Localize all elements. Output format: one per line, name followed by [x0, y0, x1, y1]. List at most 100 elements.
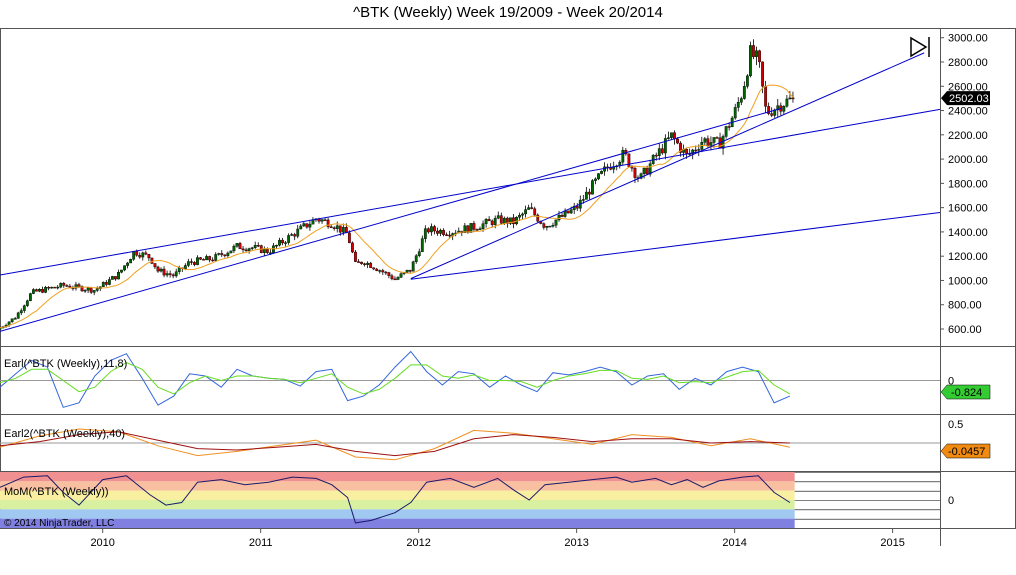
x-tick-label: 2012 — [406, 537, 430, 549]
candle-body — [484, 219, 488, 224]
candle-body — [597, 173, 600, 180]
candle-body — [226, 252, 230, 256]
candle-body — [639, 173, 643, 179]
candle-body — [433, 226, 436, 232]
candle-body — [186, 261, 190, 266]
candle-body — [177, 267, 181, 272]
earl2-value-badge — [940, 443, 991, 459]
earl2-value-label: -0.0457 — [948, 446, 985, 458]
candle-body — [430, 226, 433, 233]
mom-series-line — [0, 475, 791, 524]
candle-body — [13, 318, 17, 320]
candle-body — [126, 262, 130, 266]
candle-body — [74, 284, 78, 289]
candle-body — [369, 262, 373, 268]
sma-line — [0, 84, 794, 329]
candle-body — [545, 226, 549, 228]
candle-body — [791, 97, 795, 100]
y-tick-label: 1800.00 — [948, 178, 988, 190]
candle-body — [89, 287, 93, 293]
candle-body — [469, 223, 473, 233]
candle-body — [144, 252, 148, 255]
x-tick-label: 2014 — [722, 537, 746, 549]
candle-body — [697, 149, 701, 151]
x-tick-label: 2015 — [880, 537, 904, 549]
candle-body — [153, 263, 157, 268]
candle-body — [366, 262, 370, 265]
candle-body — [685, 149, 689, 154]
candle-body — [220, 253, 224, 256]
candle-body — [302, 223, 306, 227]
candle-body — [387, 272, 391, 276]
y-tick-label: 2800.00 — [948, 57, 988, 69]
candle-body — [241, 248, 245, 251]
mom-y-tick-label: 0 — [948, 495, 954, 507]
candle-body — [727, 126, 731, 128]
candle-body — [709, 142, 713, 146]
earl-value-label: -0.824 — [951, 387, 982, 399]
candle-body — [360, 261, 363, 264]
candle-body — [399, 273, 403, 278]
candle-body — [335, 225, 339, 229]
y-tick-label: 2200.00 — [948, 130, 988, 142]
candle-body — [305, 223, 309, 228]
candle-body — [278, 239, 281, 246]
candle-body — [439, 229, 442, 234]
candle-body — [28, 293, 32, 301]
candle-body — [262, 248, 266, 253]
candle-body — [120, 269, 123, 273]
candle-body — [183, 265, 187, 270]
candle-body — [41, 289, 44, 293]
candle-body — [445, 234, 449, 236]
candle-body — [25, 300, 29, 306]
candle-body — [657, 148, 661, 156]
candle-body — [19, 310, 23, 314]
candle-body — [679, 142, 682, 153]
y-tick-label: 800.00 — [948, 300, 982, 312]
candle-body — [232, 245, 236, 252]
candle-body — [341, 226, 345, 233]
candle-body — [560, 215, 564, 217]
mom-pane-title: MoM(^BTK (Weekly)) — [4, 486, 109, 498]
candle-body — [648, 163, 652, 175]
y-tick-label: 2400.00 — [948, 106, 988, 118]
candle-body — [275, 245, 278, 247]
candle-body — [375, 268, 379, 272]
candle-body — [141, 252, 145, 258]
candle-body — [594, 178, 597, 181]
candle-body — [423, 228, 427, 239]
candle-body — [436, 230, 439, 234]
candle-body — [35, 289, 38, 292]
trendline — [0, 108, 940, 276]
candle-body — [393, 278, 397, 281]
y-tick-label: 1200.00 — [948, 251, 988, 263]
copyright-label: © 2014 NinjaTrader, LLC — [4, 518, 114, 529]
candle-body — [56, 286, 60, 289]
candle-body — [123, 265, 126, 271]
mom-band — [0, 472, 795, 482]
last-price-label: 2502.03 — [949, 93, 989, 105]
candle-body — [691, 149, 695, 155]
candle-body — [104, 281, 108, 285]
candle-body — [174, 271, 178, 277]
candle-body — [396, 277, 400, 280]
candle-body — [199, 257, 202, 260]
candle-body — [496, 215, 500, 219]
candle-body — [299, 225, 303, 230]
x-tick-label: 2010 — [90, 537, 114, 549]
candle-body — [390, 275, 394, 280]
candle-body — [332, 227, 336, 229]
candle-body — [554, 219, 558, 226]
candle-body — [745, 75, 749, 87]
candle-body — [463, 225, 467, 233]
candle-body — [694, 149, 698, 152]
candle-body — [524, 209, 527, 215]
candle-body — [268, 252, 272, 254]
candle-body — [129, 259, 133, 264]
candle-body — [627, 153, 631, 167]
candle-body — [782, 106, 786, 112]
earl-pane-title: Earl(^BTK (Weekly),11,8) — [4, 358, 127, 370]
candle-body — [493, 217, 497, 225]
candle-body — [442, 229, 445, 235]
candle-body — [764, 85, 768, 107]
